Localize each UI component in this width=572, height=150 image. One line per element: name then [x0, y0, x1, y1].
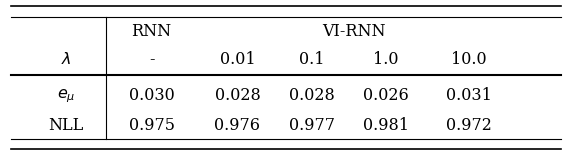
Text: $e_{\mu}$: $e_{\mu}$: [57, 87, 75, 105]
Text: 0.975: 0.975: [129, 117, 174, 134]
Text: 0.981: 0.981: [363, 117, 409, 134]
Text: 0.028: 0.028: [289, 87, 335, 105]
Text: -: -: [149, 51, 154, 68]
Text: 0.1: 0.1: [299, 51, 324, 68]
Text: NLL: NLL: [48, 117, 84, 134]
Text: $\lambda$: $\lambda$: [61, 51, 71, 68]
Text: 10.0: 10.0: [451, 51, 487, 68]
Text: 0.031: 0.031: [446, 87, 492, 105]
Text: 0.028: 0.028: [214, 87, 260, 105]
Text: 0.026: 0.026: [363, 87, 409, 105]
Text: 0.030: 0.030: [129, 87, 174, 105]
Text: VI-RNN: VI-RNN: [321, 23, 386, 40]
Text: 0.977: 0.977: [289, 117, 335, 134]
Text: 0.976: 0.976: [214, 117, 260, 134]
Text: 1.0: 1.0: [374, 51, 399, 68]
Text: 0.01: 0.01: [220, 51, 255, 68]
Text: 0.972: 0.972: [446, 117, 492, 134]
Text: RNN: RNN: [132, 23, 172, 40]
